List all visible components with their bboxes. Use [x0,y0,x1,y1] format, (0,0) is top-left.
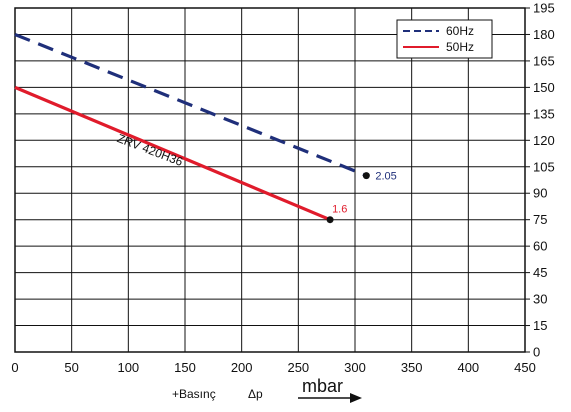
x-tick-labels: 0 50 100 150 200 250 300 350 400 450 [11,360,535,375]
x-tick-label: 200 [231,360,253,375]
y-tick-label: 165 [533,53,555,68]
x-tick-label: 400 [457,360,479,375]
x-axis-unit-mbar: mbar [302,376,343,396]
x-tick-label: 0 [11,360,18,375]
legend-label-50hz: 50Hz [446,40,474,54]
y-tick-label: 60 [533,239,547,254]
x-tick-label: 300 [344,360,366,375]
x-tick-label: 450 [514,360,536,375]
x-tick-label: 100 [117,360,139,375]
y-tick-label: 45 [533,265,547,280]
y-tick-label: 30 [533,292,547,307]
y-tick-label: 105 [533,159,555,174]
x-axis-label-pressure: +Basınç [172,387,216,401]
series-line-60hz [14,32,367,178]
series-endpoint-50hz [326,216,334,224]
x-tick-label: 50 [64,360,78,375]
y-tick-label: 120 [533,133,555,148]
y-tick-label: 0 [533,345,540,360]
grid-lines [15,7,530,353]
series-end-label-50hz: 1.6 [332,204,347,216]
plot-frame [14,7,526,353]
x-axis-label-delta-p: Δp [248,387,263,401]
y-tick-labels: 0 15 30 45 60 75 90 105 120 135 150 165 180 195 [533,1,555,360]
series-end-label-60hz: 2.05 [375,171,396,183]
series-endpoint-60hz [362,172,370,180]
legend-label-60hz: 60Hz [446,24,474,38]
curve-annotation: ZRV 420H36 [115,131,185,169]
y-tick-label: 90 [533,186,547,201]
x-tick-label: 250 [287,360,309,375]
x-axis-arrow-head [350,393,362,403]
y-tick-label: 135 [533,106,555,121]
x-tick-label: 350 [401,360,423,375]
x-tick-label: 150 [174,360,196,375]
series-line-50hz [14,85,331,222]
legend-box [396,19,493,59]
series-layer: 2.05 1.6 [14,32,397,224]
y-tick-label: 15 [533,318,547,333]
legend: 60Hz 50Hz [396,19,493,59]
y-tick-label: 150 [533,80,555,95]
y-tick-label: 180 [533,27,555,42]
y-tick-label: 195 [533,1,555,16]
y-tick-label: 75 [533,212,547,227]
